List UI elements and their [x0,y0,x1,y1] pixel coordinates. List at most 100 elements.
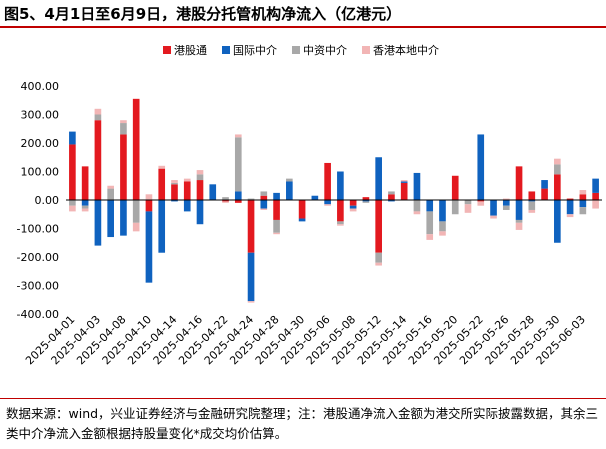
bar-segment [566,198,574,200]
legend-label: 中资中介 [303,44,347,57]
bar-segment [196,174,204,181]
bar-segment [554,174,561,200]
bar-segment [349,208,357,212]
bar-segment [273,232,280,235]
bar-segment [247,301,255,303]
bar-segment [337,171,344,200]
bar-segment [81,205,89,209]
bar-segment [234,191,242,200]
legend-swatch [163,46,171,54]
bar-segment [490,215,497,219]
bar-segment [298,218,306,222]
bar-segment [400,182,408,200]
y-tick-label: -300.00 [17,280,59,293]
bar-segment [477,134,485,200]
bar-segment [528,201,536,210]
bar-segment [247,252,255,302]
bar-segment [579,200,587,208]
y-tick-label: -400.00 [17,308,59,321]
bar-segment [94,200,102,246]
bar-segment [426,211,434,235]
bar-segment [120,134,127,200]
bar-segment [286,181,293,200]
bar-segment [502,200,510,206]
bar-segment [592,192,599,201]
bar-segment [375,157,382,200]
bar-segment [439,231,446,236]
legend-label: 香港本地中介 [373,43,439,57]
bar-segment [247,200,255,253]
bar-segment [260,208,268,210]
bar-segment [94,120,102,200]
legend-label: 国际中介 [233,44,277,57]
bar-segment [120,200,127,236]
bar-segment [515,200,523,220]
bar-segment [171,182,178,185]
bar-segment [145,211,153,283]
bar-segment [502,205,510,210]
bar-segment [183,200,191,212]
bar-segment [400,181,408,183]
bar-segment [439,200,446,222]
bar-segment [69,131,76,145]
bar-segment [222,200,229,202]
bar-segment [81,200,89,206]
bar-segment [566,214,574,218]
bar-segment [490,200,497,216]
bar-segment [81,208,89,212]
bar-segment [234,134,242,138]
bar-segment [515,219,523,223]
bar-segment [273,200,280,220]
bar-segment [234,137,242,192]
bar-segment [515,166,523,200]
bar-segment [69,200,76,206]
legend-swatch [222,46,230,54]
bar-segment [69,144,76,200]
bar-segment [171,180,178,183]
bar-segment [362,200,370,202]
bar-segment [145,200,153,212]
bar-segment [502,198,510,200]
bar-segment [426,200,434,212]
bar-segment [324,200,331,205]
bar-segment [209,184,217,200]
bar-segment [324,162,331,200]
bar-segment [477,201,485,206]
bar-segment [337,224,344,226]
bar-segment [286,178,293,182]
stacked-bar-chart: 港股通 国际中介 中资中介 香港本地中介 400.00 300.00 200.00 100.… [17,43,602,367]
bar-segment [375,262,382,266]
bar-segment [528,209,536,213]
y-tick-label: 300.00 [21,109,60,122]
bar-segment [132,200,140,223]
bar-segment [107,185,114,189]
y-tick-label: 400.00 [21,80,60,93]
bar-segment [69,205,76,212]
bar-segment [273,219,280,233]
legend: 港股通 国际中介 中资中介 香港本地中介 [163,43,439,57]
y-tick-label: -100.00 [17,223,59,236]
bar-segment [247,198,255,200]
bar-segment [196,170,204,175]
bar-segment [579,194,587,200]
bar-segment [273,192,280,201]
bar-segment [337,200,344,222]
bar-segment [554,164,561,175]
bar-segment [566,200,574,215]
source-note: 数据来源：wind，兴业证券经济与金融研究院整理；注：港股通净流入金额为港交所实… [6,406,599,441]
bar-segment [183,178,191,182]
bar-segment [171,184,178,200]
bar-segment [413,200,421,212]
bar-segment [158,200,166,253]
bar-segment [120,123,127,135]
bar-segment [158,165,166,169]
bar-segment [439,221,446,232]
bar-segment [222,197,229,200]
bar-segment [94,114,102,121]
legend-swatch [292,46,300,54]
bar-segment [132,98,140,200]
y-tick-label: -200.00 [17,251,59,264]
bar-segment [362,197,370,200]
bar-segment [337,221,344,225]
bar-segment [107,188,114,200]
